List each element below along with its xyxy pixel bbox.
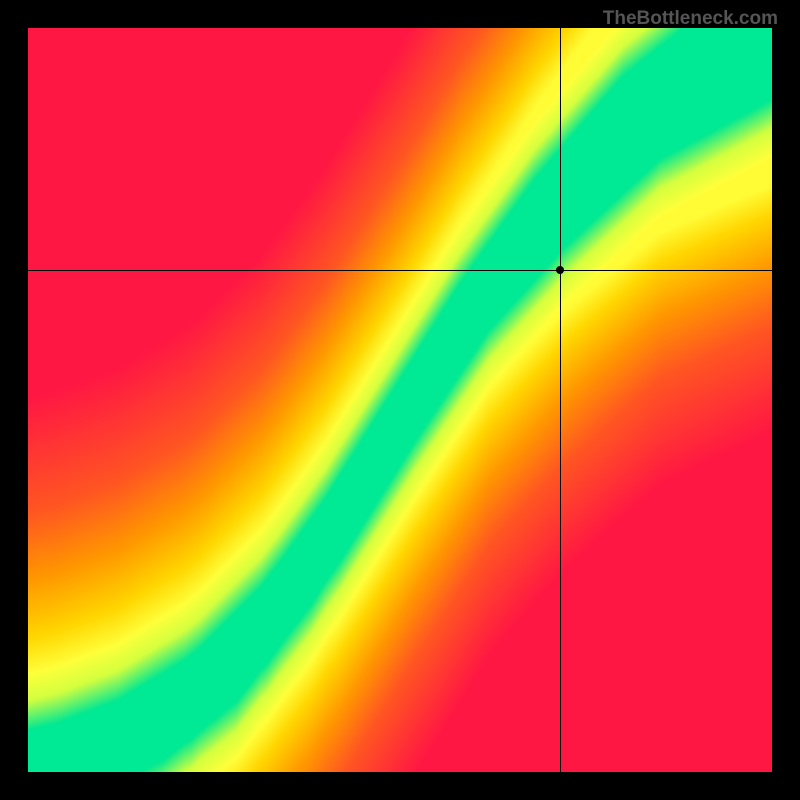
crosshair-marker-dot — [556, 266, 564, 274]
heatmap-canvas — [28, 28, 772, 772]
crosshair-vertical-line — [560, 28, 561, 772]
heatmap-plot-area — [28, 28, 772, 772]
watermark-text: TheBottleneck.com — [603, 8, 778, 30]
crosshair-horizontal-line — [28, 270, 772, 271]
